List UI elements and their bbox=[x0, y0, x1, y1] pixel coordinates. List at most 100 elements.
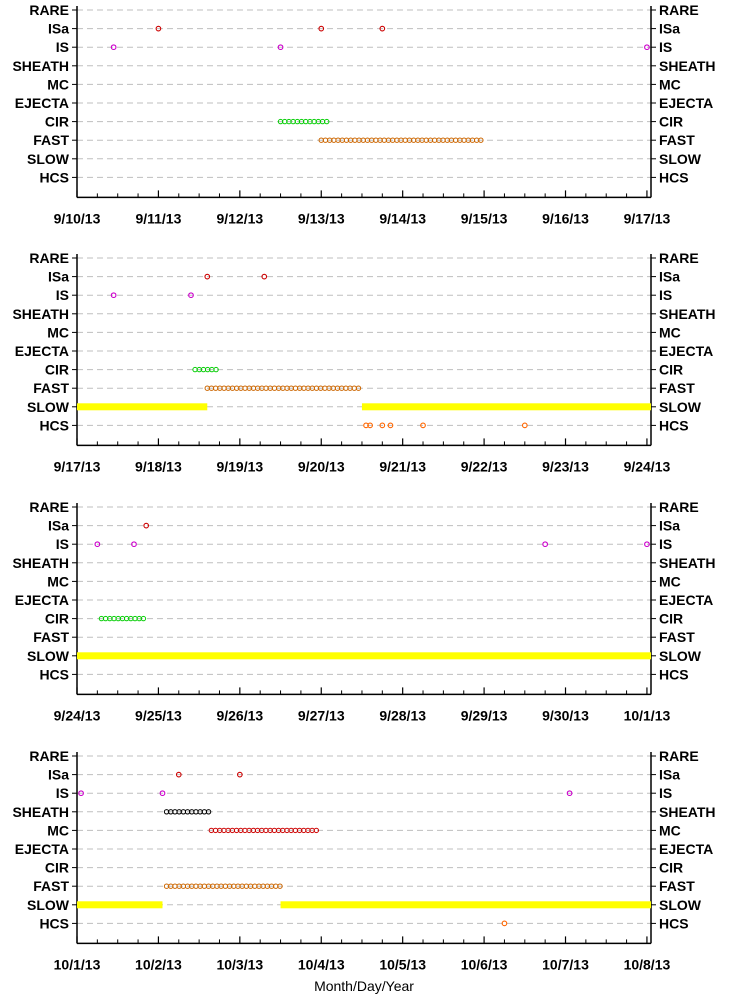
category-label-left: ISa bbox=[48, 269, 69, 285]
category-label-left: SLOW bbox=[27, 648, 70, 664]
category-label-right: MC bbox=[659, 76, 681, 92]
fast-interval-marker bbox=[277, 883, 283, 889]
category-label-right: EJECTA bbox=[659, 343, 713, 359]
category-label-right: EJECTA bbox=[659, 841, 713, 857]
fast-interval-marker bbox=[478, 137, 484, 143]
category-label-right: SHEATH bbox=[659, 306, 716, 322]
isa-event-marker bbox=[155, 25, 162, 32]
is-event-marker bbox=[566, 790, 573, 797]
x-tick-label: 9/24/13 bbox=[54, 707, 101, 723]
isa-event-marker bbox=[175, 771, 182, 778]
sheath-interval-marker bbox=[205, 809, 212, 815]
category-label-right: SLOW bbox=[659, 897, 702, 913]
category-label-right: SLOW bbox=[659, 399, 702, 415]
x-tick-label: 9/20/13 bbox=[298, 458, 345, 474]
x-tick-label: 10/7/13 bbox=[542, 956, 589, 972]
x-tick-label: 10/1/13 bbox=[54, 956, 101, 972]
x-tick-label: 9/22/13 bbox=[461, 458, 508, 474]
category-label-right: MC bbox=[659, 822, 681, 838]
x-tick-label: 9/18/13 bbox=[135, 458, 182, 474]
isa-event-marker bbox=[204, 273, 211, 280]
x-tick-label: 9/13/13 bbox=[298, 210, 345, 226]
hcs-event-marker bbox=[420, 422, 426, 429]
is-event-marker bbox=[78, 790, 84, 797]
category-label-right: FAST bbox=[659, 878, 695, 894]
category-label-right: ISa bbox=[659, 21, 680, 37]
x-tick-label: 9/25/13 bbox=[135, 707, 182, 723]
category-label-left: HCS bbox=[39, 915, 69, 931]
category-label-left: SHEATH bbox=[12, 804, 69, 820]
category-label-right: FAST bbox=[659, 629, 695, 645]
slow-wind-bar bbox=[77, 403, 208, 411]
is-event-marker bbox=[542, 541, 549, 548]
category-label-right: CIR bbox=[659, 114, 683, 130]
category-label-left: FAST bbox=[33, 878, 69, 894]
category-label-left: ISa bbox=[48, 767, 69, 783]
x-tick-label: 9/10/13 bbox=[54, 210, 101, 226]
category-label-left: HCS bbox=[39, 169, 69, 185]
x-tick-label: 9/26/13 bbox=[216, 707, 263, 723]
category-label-right: ISa bbox=[659, 767, 680, 783]
is-event-marker bbox=[644, 541, 650, 548]
category-label-right: IS bbox=[659, 785, 672, 801]
x-tick-label: 9/15/13 bbox=[461, 210, 508, 226]
category-label-right: FAST bbox=[659, 380, 695, 396]
category-label-right: HCS bbox=[659, 915, 689, 931]
isa-event-marker bbox=[236, 771, 243, 778]
is-event-marker bbox=[277, 44, 284, 51]
category-label-right: IS bbox=[659, 39, 672, 55]
x-tick-label: 9/24/13 bbox=[624, 458, 671, 474]
x-tick-label: 9/12/13 bbox=[216, 210, 263, 226]
slow-wind-bar bbox=[361, 403, 651, 411]
isa-event-marker bbox=[379, 25, 386, 32]
x-tick-label: 9/19/13 bbox=[216, 458, 263, 474]
hcs-event-marker bbox=[501, 920, 508, 927]
category-label-right: EJECTA bbox=[659, 95, 713, 111]
category-label-left: EJECTA bbox=[15, 343, 69, 359]
category-label-right: MC bbox=[659, 324, 681, 340]
category-label-left: HCS bbox=[39, 417, 69, 433]
x-tick-label: 10/1/13 bbox=[624, 707, 671, 723]
category-label-left: RARE bbox=[29, 748, 69, 764]
category-label-left: IS bbox=[56, 287, 69, 303]
x-tick-label: 9/30/13 bbox=[542, 707, 589, 723]
x-tick-label: 10/5/13 bbox=[379, 956, 426, 972]
category-label-left: SLOW bbox=[27, 897, 70, 913]
isa-event-marker bbox=[318, 25, 325, 32]
category-label-left: MC bbox=[47, 76, 69, 92]
category-label-left: ISa bbox=[48, 21, 69, 37]
x-tick-label: 9/11/13 bbox=[135, 210, 181, 226]
category-label-right: IS bbox=[659, 287, 672, 303]
cir-interval-marker bbox=[140, 615, 147, 622]
category-label-left: SHEATH bbox=[12, 555, 69, 571]
x-tick-label: 10/6/13 bbox=[461, 956, 508, 972]
category-label-right: FAST bbox=[659, 132, 695, 148]
category-label-right: RARE bbox=[659, 2, 699, 18]
category-label-right: HCS bbox=[659, 417, 689, 433]
category-label-left: FAST bbox=[33, 132, 69, 148]
category-label-right: ISa bbox=[659, 518, 680, 534]
x-tick-label: 9/17/13 bbox=[624, 210, 671, 226]
category-label-left: FAST bbox=[33, 380, 69, 396]
category-label-left: EJECTA bbox=[15, 592, 69, 608]
isa-event-marker bbox=[143, 522, 150, 529]
category-label-right: ISa bbox=[659, 269, 680, 285]
x-tick-label: 10/3/13 bbox=[216, 956, 263, 972]
category-label-right: EJECTA bbox=[659, 592, 713, 608]
category-label-right: SHEATH bbox=[659, 58, 716, 74]
category-label-left: EJECTA bbox=[15, 95, 69, 111]
category-label-left: FAST bbox=[33, 629, 69, 645]
category-label-left: MC bbox=[47, 573, 69, 589]
category-label-left: ISa bbox=[48, 518, 69, 534]
category-label-right: IS bbox=[659, 536, 672, 552]
category-label-left: IS bbox=[56, 785, 69, 801]
category-label-left: IS bbox=[56, 39, 69, 55]
x-tick-label: 10/8/13 bbox=[624, 956, 671, 972]
x-tick-label: 10/4/13 bbox=[298, 956, 345, 972]
category-label-right: CIR bbox=[659, 860, 683, 876]
x-tick-label: 10/2/13 bbox=[135, 956, 182, 972]
category-label-right: SHEATH bbox=[659, 804, 716, 820]
category-label-right: SHEATH bbox=[659, 555, 716, 571]
x-tick-label: 9/16/13 bbox=[542, 210, 589, 226]
